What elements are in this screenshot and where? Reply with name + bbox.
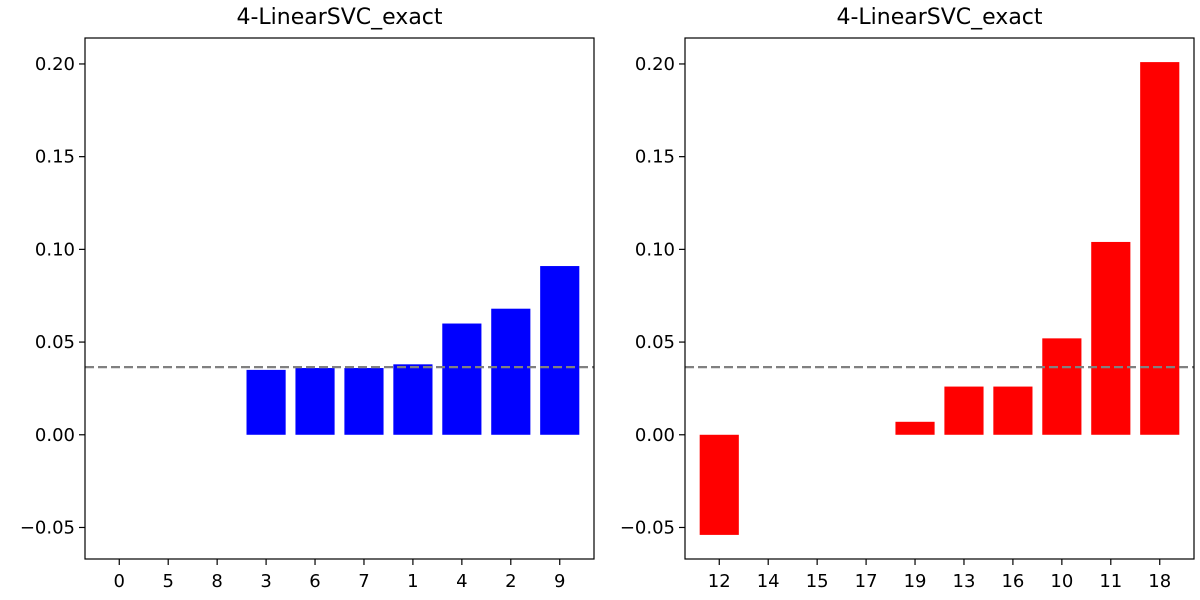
x-tick-label: 1 <box>407 571 418 592</box>
bar-6 <box>295 368 335 435</box>
bar-12 <box>699 434 739 535</box>
y-tick-label: 0.15 <box>635 147 675 168</box>
bar-1 <box>393 364 433 435</box>
y-tick-label: 0.20 <box>35 54 75 75</box>
y-tick-label: 0.05 <box>35 332 75 353</box>
x-tick-label: 18 <box>1148 571 1171 592</box>
x-tick-label: 4 <box>456 571 467 592</box>
bar-11 <box>1091 241 1131 435</box>
x-tick-label: 13 <box>953 571 976 592</box>
y-tick-label: 0.15 <box>35 147 75 168</box>
x-tick-label: 3 <box>260 571 271 592</box>
bar-9 <box>540 266 580 435</box>
bar-3 <box>246 369 286 435</box>
y-tick-label: −0.05 <box>620 517 675 538</box>
y-tick-label: 0.00 <box>35 425 75 446</box>
bar-2 <box>491 308 531 435</box>
x-tick-label: 6 <box>309 571 320 592</box>
left-chart-panel: −0.05 0.00 0.05 0.10 0.15 0.20 0 5 8 3 6 7 1 4 2 9 4-Lin… <box>20 5 595 592</box>
x-tick-label: 5 <box>162 571 173 592</box>
x-tick-label: 17 <box>855 571 878 592</box>
bar-13 <box>944 386 984 435</box>
axes-frame <box>84 37 595 560</box>
x-tick-label: 2 <box>505 571 516 592</box>
bar-4 <box>442 323 482 435</box>
y-tick-label: 0.20 <box>635 54 675 75</box>
right-chart-panel: −0.05 0.00 0.05 0.10 0.15 0.20 12 14 15 17 19 13 16 1… <box>620 5 1195 592</box>
y-tick-label: 0.00 <box>635 425 675 446</box>
bar-19 <box>895 421 935 435</box>
x-tick-label: 8 <box>211 571 222 592</box>
y-tick-label: 0.10 <box>35 239 75 260</box>
bar-18 <box>1140 62 1180 435</box>
x-tick-label: 0 <box>114 571 125 592</box>
x-tick-label: 11 <box>1099 571 1122 592</box>
bar-16 <box>993 386 1033 435</box>
x-tick-label: 9 <box>554 571 565 592</box>
x-tick-label: 16 <box>1001 571 1024 592</box>
bar-7 <box>344 368 384 435</box>
chart-title: 4-LinearSVC_exact <box>236 5 442 30</box>
x-tick-label: 15 <box>806 571 829 592</box>
y-tick-label: −0.05 <box>20 517 75 538</box>
x-tick-label: 14 <box>757 571 780 592</box>
x-tick-label: 7 <box>358 571 369 592</box>
y-tick-label: 0.10 <box>635 239 675 260</box>
x-tick-label: 19 <box>904 571 927 592</box>
bar-10 <box>1042 338 1082 435</box>
x-tick-label: 12 <box>708 571 731 592</box>
chart-title: 4-LinearSVC_exact <box>836 5 1042 30</box>
y-tick-label: 0.05 <box>635 332 675 353</box>
x-tick-label: 10 <box>1050 571 1073 592</box>
axes-frame <box>684 37 1195 560</box>
